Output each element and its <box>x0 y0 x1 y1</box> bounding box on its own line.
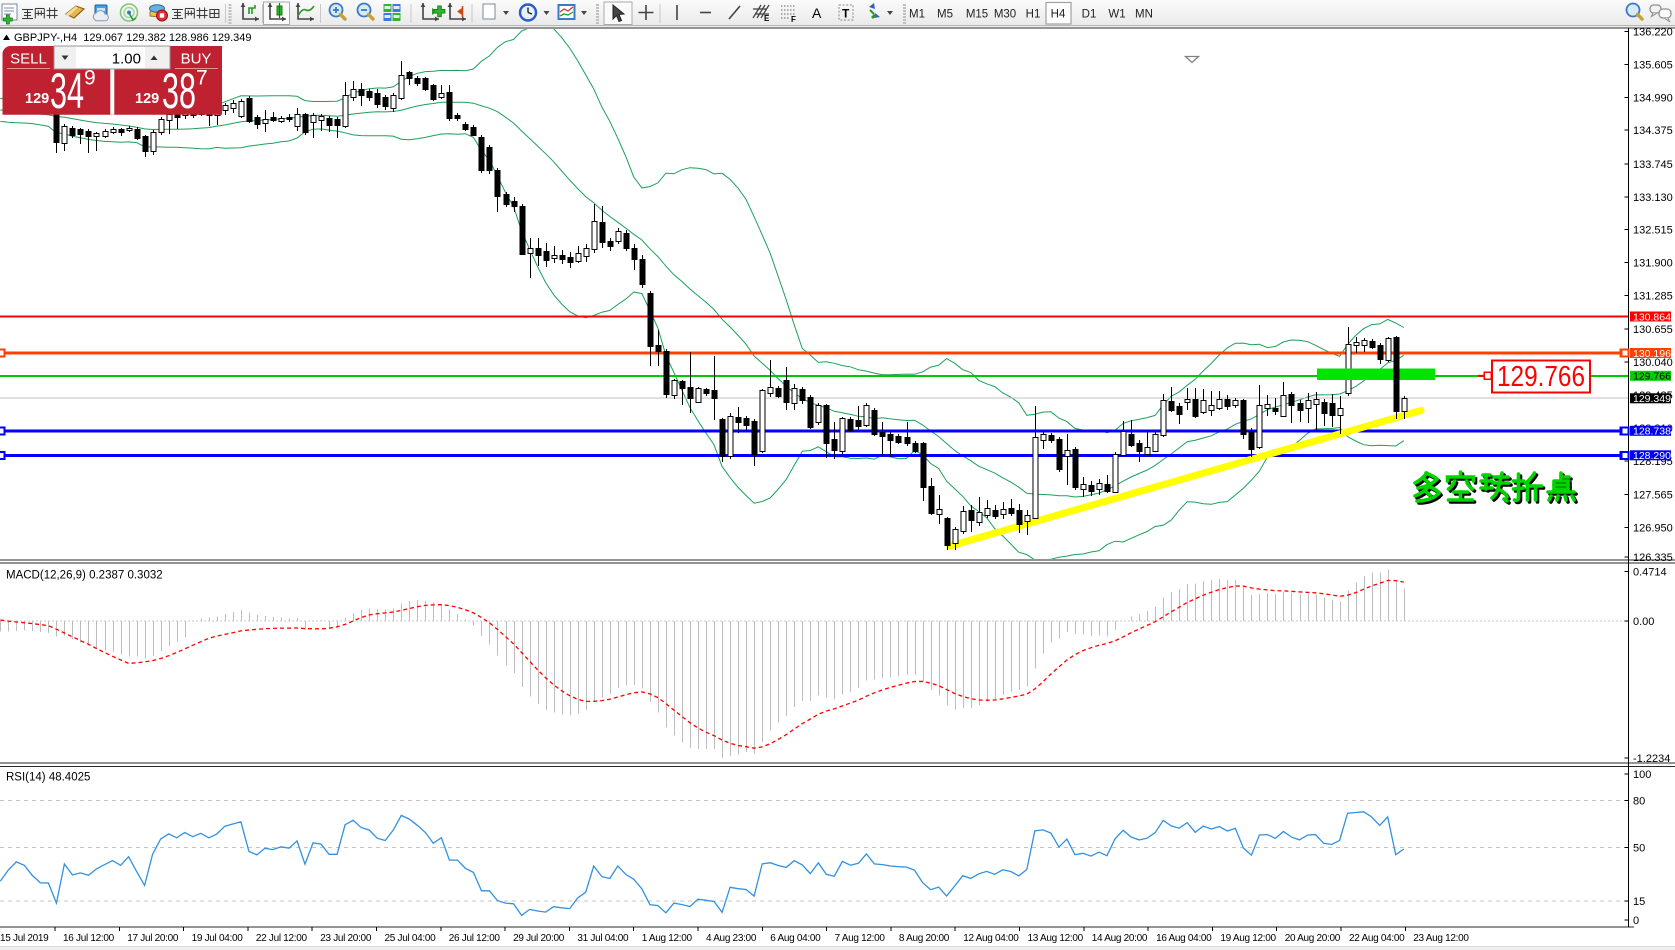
svg-text:22 Aug 04:00: 22 Aug 04:00 <box>1349 933 1405 944</box>
svg-text:M1: M1 <box>909 9 925 21</box>
svg-text:17 Jul 20:00: 17 Jul 20:00 <box>127 933 179 944</box>
svg-text:136.220: 136.220 <box>1633 27 1673 39</box>
svg-text:H4: H4 <box>1051 9 1066 21</box>
svg-text:GBPJPY-,H4 129.067 129.382 12: GBPJPY-,H4 129.067 129.382 128.986 129.3… <box>14 32 252 44</box>
svg-text:29 Jul 20:00: 29 Jul 20:00 <box>513 933 565 944</box>
svg-text:15 Jul 2019: 15 Jul 2019 <box>0 933 49 944</box>
svg-text:130.196: 130.196 <box>1633 348 1671 360</box>
svg-text:19 Aug 12:00: 19 Aug 12:00 <box>1220 933 1276 944</box>
svg-text:126.950: 126.950 <box>1633 522 1673 534</box>
svg-text:E: E <box>764 14 770 23</box>
svg-text:13 Aug 12:00: 13 Aug 12:00 <box>1028 933 1084 944</box>
svg-text:-1.2234: -1.2234 <box>1633 753 1670 765</box>
svg-text:23 Jul 20:00: 23 Jul 20:00 <box>320 933 372 944</box>
svg-text:RSI(14) 48.4025: RSI(14) 48.4025 <box>6 772 90 784</box>
svg-text:135.605: 135.605 <box>1633 59 1673 71</box>
svg-text:126.335: 126.335 <box>1633 552 1673 564</box>
svg-text:129: 129 <box>25 91 49 107</box>
svg-text:D1: D1 <box>1082 9 1097 21</box>
svg-text:130.040: 130.040 <box>1633 357 1673 369</box>
svg-text:MN: MN <box>1135 9 1153 21</box>
svg-text:9: 9 <box>84 67 96 90</box>
svg-text:MACD(12,26,9) 0.2387 0.3032: MACD(12,26,9) 0.2387 0.3032 <box>6 570 163 582</box>
svg-text:BUY: BUY <box>181 51 212 68</box>
svg-text:16 Jul 12:00: 16 Jul 12:00 <box>63 933 115 944</box>
svg-text:50: 50 <box>1633 843 1645 855</box>
svg-text:7: 7 <box>196 67 208 90</box>
svg-text:T: T <box>842 7 850 21</box>
svg-text:16 Aug 04:00: 16 Aug 04:00 <box>1156 933 1212 944</box>
svg-text:128.738: 128.738 <box>1633 426 1671 438</box>
svg-text:127.565: 127.565 <box>1633 490 1673 502</box>
svg-text:23 Aug 12:00: 23 Aug 12:00 <box>1413 933 1469 944</box>
svg-text:38: 38 <box>162 63 196 119</box>
svg-text:128.290: 128.290 <box>1633 450 1671 462</box>
svg-text:130.864: 130.864 <box>1633 311 1671 323</box>
svg-text:130.655: 130.655 <box>1633 324 1673 336</box>
svg-text:0.4714: 0.4714 <box>1633 567 1667 579</box>
svg-text:SELL: SELL <box>10 51 47 68</box>
svg-text:132.515: 132.515 <box>1633 225 1673 237</box>
svg-text:129: 129 <box>135 91 159 107</box>
svg-text:1 Aug 12:00: 1 Aug 12:00 <box>642 933 693 944</box>
svg-text:131.285: 131.285 <box>1633 291 1673 303</box>
svg-text:1.00: 1.00 <box>112 51 141 68</box>
svg-text:4 Aug 23:00: 4 Aug 23:00 <box>706 933 757 944</box>
svg-text:H1: H1 <box>1026 9 1041 21</box>
svg-text:0: 0 <box>1633 915 1639 927</box>
svg-text:22 Jul 12:00: 22 Jul 12:00 <box>256 933 308 944</box>
svg-text:M5: M5 <box>937 9 953 21</box>
svg-text:12 Aug 04:00: 12 Aug 04:00 <box>963 933 1019 944</box>
svg-text:134.990: 134.990 <box>1633 92 1673 104</box>
svg-text:133.745: 133.745 <box>1633 159 1673 171</box>
svg-text:100: 100 <box>1633 769 1651 781</box>
svg-text:A: A <box>812 5 822 21</box>
svg-text:W1: W1 <box>1108 9 1125 21</box>
svg-text:25 Jul 04:00: 25 Jul 04:00 <box>385 933 437 944</box>
svg-text:M15: M15 <box>966 9 988 21</box>
svg-text:26 Jul 12:00: 26 Jul 12:00 <box>449 933 501 944</box>
svg-text:133.130: 133.130 <box>1633 192 1673 204</box>
svg-text:129.349: 129.349 <box>1633 393 1671 405</box>
svg-text:20 Aug 20:00: 20 Aug 20:00 <box>1285 933 1341 944</box>
svg-text:F: F <box>791 15 796 24</box>
svg-text:131.900: 131.900 <box>1633 258 1673 270</box>
svg-text:14 Aug 20:00: 14 Aug 20:00 <box>1092 933 1148 944</box>
svg-text:129.766: 129.766 <box>1633 371 1671 383</box>
svg-text:80: 80 <box>1633 796 1645 808</box>
svg-text:15: 15 <box>1633 896 1645 908</box>
svg-text:31 Jul 04:00: 31 Jul 04:00 <box>577 933 629 944</box>
svg-text:129.766: 129.766 <box>1497 361 1585 393</box>
svg-text:7 Aug 12:00: 7 Aug 12:00 <box>835 933 886 944</box>
svg-text:34: 34 <box>50 63 84 119</box>
svg-text:19 Jul 04:00: 19 Jul 04:00 <box>192 933 244 944</box>
svg-text:0.00: 0.00 <box>1633 616 1654 628</box>
svg-text:134.375: 134.375 <box>1633 125 1673 137</box>
svg-text:M30: M30 <box>994 9 1016 21</box>
svg-text:8 Aug 20:00: 8 Aug 20:00 <box>899 933 950 944</box>
svg-text:6 Aug 04:00: 6 Aug 04:00 <box>770 933 821 944</box>
